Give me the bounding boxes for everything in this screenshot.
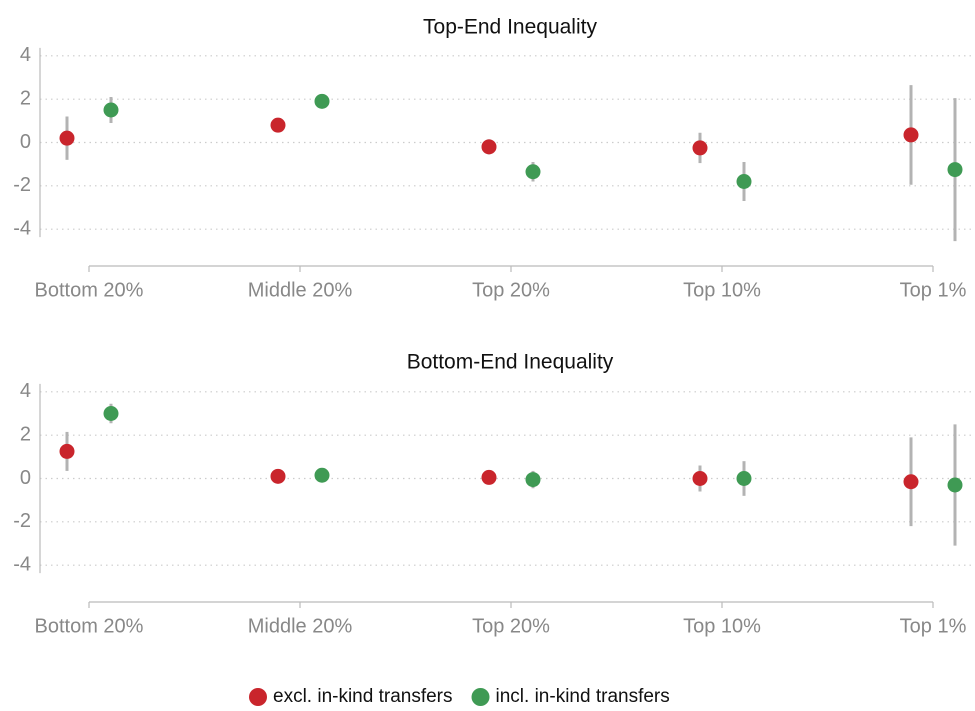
x-tick-label: Middle 20% xyxy=(248,279,353,301)
point xyxy=(525,472,541,488)
point xyxy=(270,117,286,133)
point xyxy=(270,468,286,484)
point xyxy=(525,164,541,180)
point xyxy=(59,443,75,459)
x-tick-label: Middle 20% xyxy=(248,615,353,637)
point xyxy=(314,467,330,483)
x-tick-label: Top 20% xyxy=(472,615,550,637)
y-tick-label: 2 xyxy=(20,87,31,109)
point xyxy=(903,127,919,143)
point xyxy=(736,471,752,486)
y-tick-label: -4 xyxy=(13,217,31,239)
y-tick-label: -2 xyxy=(13,174,31,196)
point xyxy=(481,139,497,155)
point xyxy=(947,477,963,493)
x-tick-label: Bottom 20% xyxy=(35,615,144,637)
point xyxy=(736,174,752,189)
chart-title: Bottom-End Inequality xyxy=(407,351,614,374)
legend: excl. in-kind transfers incl. in-kind tra… xyxy=(249,686,670,707)
legend-label: excl. in-kind transfers xyxy=(273,686,453,707)
y-tick-label: 4 xyxy=(20,44,31,66)
x-tick-label: Top 10% xyxy=(683,279,761,301)
y-tick-label: -2 xyxy=(13,510,31,532)
x-tick-label: Top 20% xyxy=(472,279,550,301)
y-tick-label: -4 xyxy=(13,553,31,575)
x-tick-label: Top 1% xyxy=(900,615,967,637)
point xyxy=(947,162,963,178)
point xyxy=(103,406,119,421)
y-tick-label: 0 xyxy=(20,131,31,153)
y-tick-label: 0 xyxy=(20,467,31,489)
point xyxy=(59,130,75,146)
x-tick-label: Top 10% xyxy=(683,615,761,637)
legend-label: incl. in-kind transfers xyxy=(496,686,670,707)
y-tick-label: 2 xyxy=(20,423,31,445)
y-tick-label: 4 xyxy=(20,380,31,402)
legend-marker xyxy=(471,688,490,706)
point xyxy=(314,93,330,109)
x-tick-label: Top 1% xyxy=(900,279,967,301)
legend-marker xyxy=(249,688,267,706)
chart-title: Top-End Inequality xyxy=(423,16,597,39)
x-tick-label: Bottom 20% xyxy=(35,279,144,301)
point xyxy=(103,102,119,118)
point xyxy=(692,140,708,156)
point xyxy=(692,471,708,486)
point xyxy=(481,469,497,485)
point xyxy=(903,474,919,490)
